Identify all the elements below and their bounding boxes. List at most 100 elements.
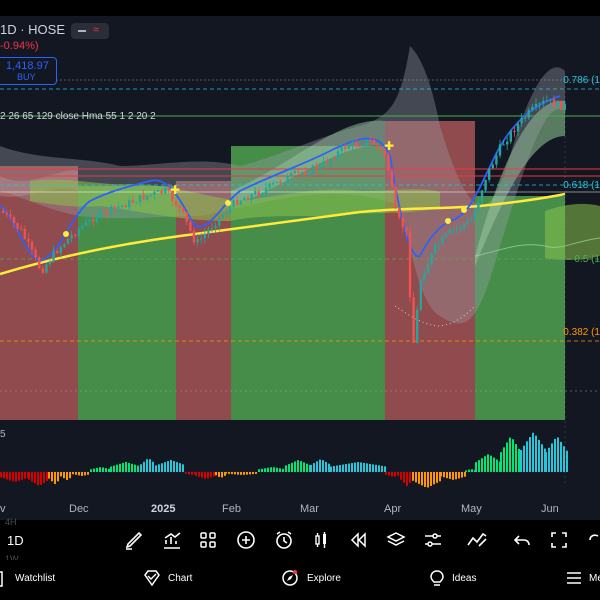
- oscillator-bar: [63, 472, 65, 479]
- oscillator-bar: [182, 464, 184, 472]
- oscillator-bar: [3, 472, 5, 479]
- oscillator-bar: [313, 463, 315, 472]
- candle-body: [203, 233, 206, 239]
- oscillator-bar: [282, 468, 284, 472]
- oscillator-bar: [388, 472, 390, 476]
- nav-watchlist[interactable]: Watchlist: [0, 568, 80, 592]
- minus-icon[interactable]: [78, 30, 86, 32]
- candle-body: [164, 188, 167, 194]
- oscillator-bar: [360, 462, 362, 472]
- oscillator-bar: [273, 467, 275, 472]
- candles-icon[interactable]: [309, 528, 333, 552]
- oscillator-bar: [270, 467, 272, 472]
- interval-selector[interactable]: 1D: [7, 533, 24, 548]
- oscillator-bar: [158, 464, 160, 472]
- oscillator-bar: [51, 472, 53, 482]
- header-toggle-buttons[interactable]: ≈: [71, 23, 109, 39]
- replay-icon[interactable]: [346, 528, 370, 552]
- candle-body: [20, 228, 23, 230]
- oscillator-bar: [81, 472, 83, 476]
- x-axis-label: May: [461, 503, 482, 515]
- oscillator-bar: [255, 472, 257, 474]
- candle-body: [509, 131, 512, 142]
- indicator-legend[interactable]: 2 26 65 129 close Hma 55 1 2 20 2: [0, 111, 156, 122]
- nav-ideas[interactable]: Ideas: [428, 568, 488, 592]
- candle-body: [77, 229, 80, 236]
- nav-chart[interactable]: Chart: [143, 568, 203, 592]
- oscillator-bar: [336, 465, 338, 472]
- oscillator-bar: [252, 472, 254, 475]
- oscillator-bar: [465, 470, 467, 472]
- oscillator-bar: [300, 461, 302, 472]
- candle-body: [239, 200, 242, 205]
- add-icon[interactable]: [234, 528, 258, 552]
- price-chart[interactable]: ✚ ✚: [0, 16, 600, 520]
- svg-text:✚: ✚: [384, 139, 394, 153]
- oscillator-bar: [161, 463, 163, 472]
- buy-button[interactable]: 1,418.97 BUY: [0, 57, 57, 85]
- candle-body: [322, 161, 325, 165]
- oscillator-bar: [535, 435, 537, 472]
- fib-label-0618: 0.618 (1: [563, 180, 600, 191]
- fib-label-0786: 0.786 (1: [563, 75, 600, 86]
- long-moving-average: [0, 192, 566, 276]
- candle-body: [488, 168, 491, 180]
- candle-body: [185, 212, 188, 222]
- watchlist-icon: [0, 571, 3, 587]
- candle-body: [398, 208, 401, 218]
- candle-body: [189, 221, 192, 231]
- drawing-icon[interactable]: [465, 528, 489, 552]
- nav-label: Ideas: [452, 573, 477, 584]
- interval-option-prev[interactable]: 4H: [5, 517, 17, 527]
- candle-body: [394, 186, 397, 209]
- more-tools-icon[interactable]: [584, 528, 600, 552]
- oscillator-bar: [515, 444, 517, 472]
- candle-body: [228, 206, 232, 213]
- candle-body: [66, 238, 70, 245]
- candle-body: [12, 216, 16, 224]
- candle-body: [426, 263, 430, 274]
- brush-icon[interactable]: [122, 528, 146, 552]
- oscillator-bar: [541, 444, 543, 472]
- layers-icon[interactable]: [384, 528, 408, 552]
- oscillator-bar: [84, 472, 86, 476]
- fullscreen-icon[interactable]: [547, 528, 571, 552]
- menu-icon: [567, 572, 581, 584]
- undo-icon[interactable]: [510, 528, 534, 552]
- oscillator-bar: [481, 458, 483, 472]
- oscillator-bar: [93, 468, 95, 472]
- oscillator-bar: [198, 472, 200, 477]
- chart-pane[interactable]: ✚ ✚ 1D · HOSE -0.94%) ≈ 1,418.97 BUY 2 2…: [0, 16, 600, 520]
- candle-body: [254, 191, 257, 194]
- candle-body: [81, 225, 84, 230]
- oscillator-bar: [484, 456, 486, 472]
- oscillator-bar: [418, 472, 420, 484]
- symbol-title[interactable]: 1D · HOSE: [0, 22, 66, 37]
- oscillator-bar: [440, 472, 442, 477]
- oscillator-bar: [449, 472, 451, 479]
- candle-body: [279, 181, 282, 184]
- settings-sliders-icon[interactable]: [421, 528, 445, 552]
- oscillator-bar: [258, 469, 260, 472]
- bottom-navigation: Watchlist Chart Explore Ideas Me: [0, 560, 600, 600]
- candle-body: [441, 236, 444, 244]
- hma-line: [0, 95, 561, 262]
- oscillator-bar: [75, 472, 77, 475]
- oscillator-bar: [328, 463, 330, 472]
- indicators-icon[interactable]: [160, 528, 184, 552]
- oscillator-bar: [18, 472, 20, 481]
- wave-icon[interactable]: ≈: [93, 24, 100, 36]
- candle-body: [27, 238, 30, 242]
- oscillator-bar: [385, 472, 387, 475]
- oscillator-bar: [96, 467, 98, 472]
- bear-zone: [385, 121, 475, 420]
- nav-me[interactable]: Me: [564, 568, 600, 592]
- oscillator-bar: [57, 472, 59, 482]
- interval-option-next[interactable]: 1W: [5, 554, 19, 564]
- candle-body: [513, 131, 516, 133]
- grid-icon[interactable]: [196, 528, 220, 552]
- nav-explore[interactable]: Explore: [281, 568, 351, 592]
- candle-body: [113, 206, 116, 209]
- candle-body: [423, 273, 426, 281]
- alert-clock-icon[interactable]: [272, 528, 296, 552]
